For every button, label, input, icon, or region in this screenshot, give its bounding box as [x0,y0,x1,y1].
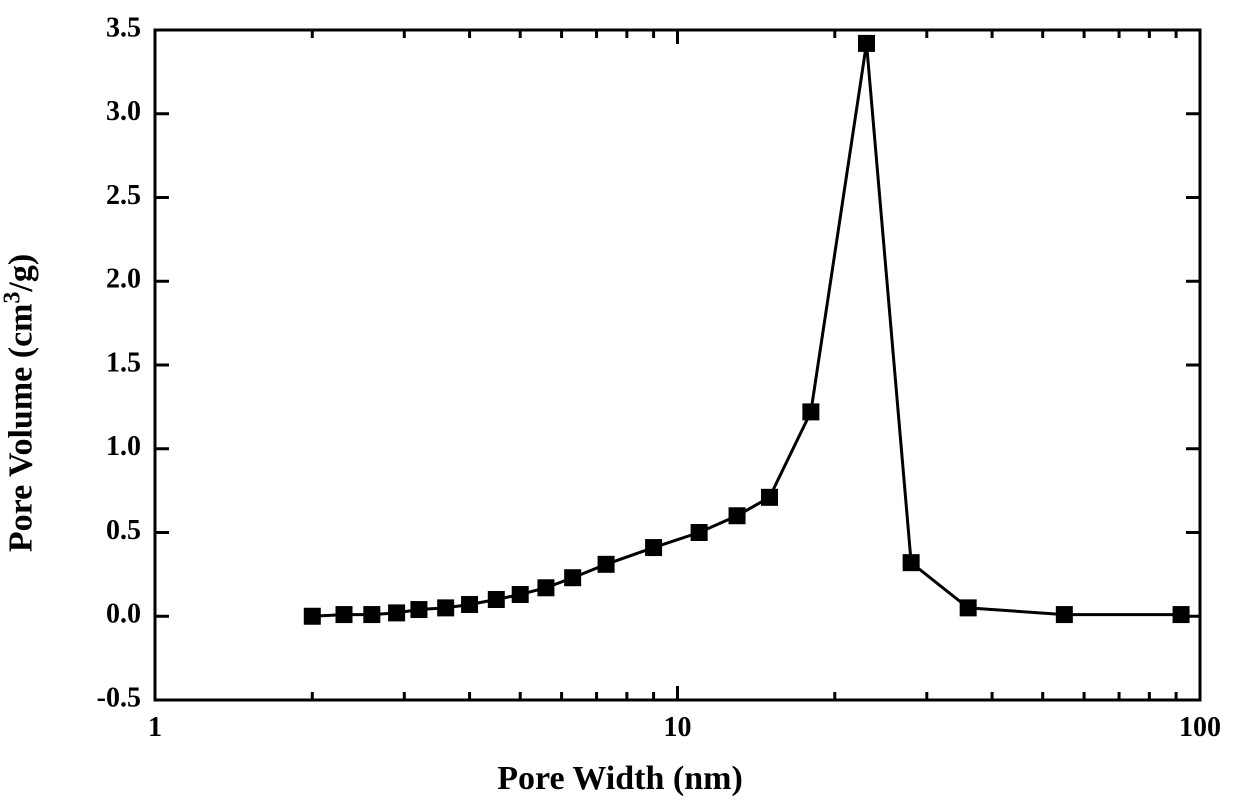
y-tick-label: 2.0 [106,264,141,295]
data-marker [803,404,819,420]
data-marker [389,605,405,621]
y-axis-label: Pore Volume (cm3/g) [0,254,41,552]
y-tick-label: 1.5 [106,347,141,378]
y-tick-label: 0.5 [106,515,141,546]
data-marker [336,607,352,623]
data-marker [691,525,707,541]
x-tick-label: 10 [664,712,692,743]
data-marker [411,602,427,618]
data-marker [1173,607,1189,623]
data-marker [960,600,976,616]
y-tick-label: 3.0 [106,96,141,127]
x-tick-label: 100 [1179,712,1221,743]
data-marker [364,607,380,623]
data-marker [488,592,504,608]
data-marker [903,555,919,571]
data-marker [462,597,478,613]
x-tick-label: 1 [148,712,162,743]
data-marker [762,489,778,505]
pore-volume-chart: -0.5 0.0 0.5 1.0 1.5 2.0 2.5 3.0 3.5 1 10 100 [0,0,1240,806]
y-tick-label: -0.5 [97,682,141,713]
y-tick-label: 3.5 [106,12,141,43]
x-axis-label: Pore Width (nm) [0,760,1240,798]
data-marker [512,586,528,602]
data-marker [438,600,454,616]
data-marker [1056,607,1072,623]
data-marker [565,570,581,586]
data-marker [304,608,320,624]
y-tick-label: 0.0 [106,599,141,630]
data-marker [729,508,745,524]
data-marker [646,540,662,556]
y-tick-label: 1.0 [106,431,141,462]
data-marker [598,556,614,572]
y-tick-label: 2.5 [106,180,141,211]
data-marker [859,35,875,51]
data-marker [538,580,554,596]
chart-container: Pore Volume (cm3/g) -0.5 0.0 0.5 1.0 1.5 2.0 2… [0,0,1240,806]
